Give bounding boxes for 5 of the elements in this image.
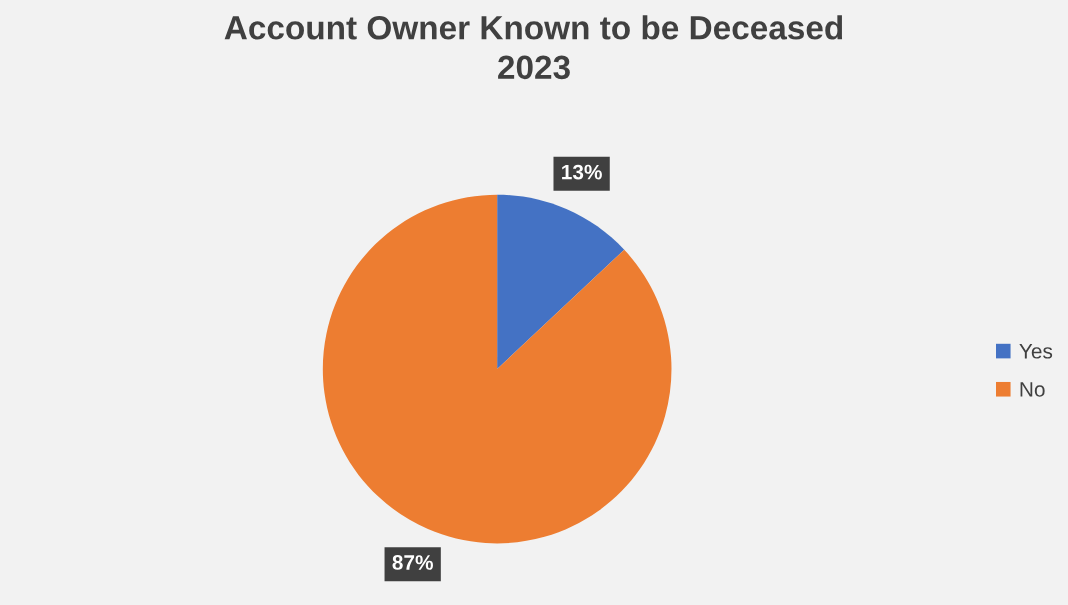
legend-label: No (1020, 382, 1045, 397)
chart-title: Account Owner Known to be Deceased 2023 (224, 15, 843, 80)
data-label: 13% (562, 164, 602, 180)
data-label: 87% (392, 555, 433, 570)
legend-label: Yes (1019, 344, 1053, 359)
